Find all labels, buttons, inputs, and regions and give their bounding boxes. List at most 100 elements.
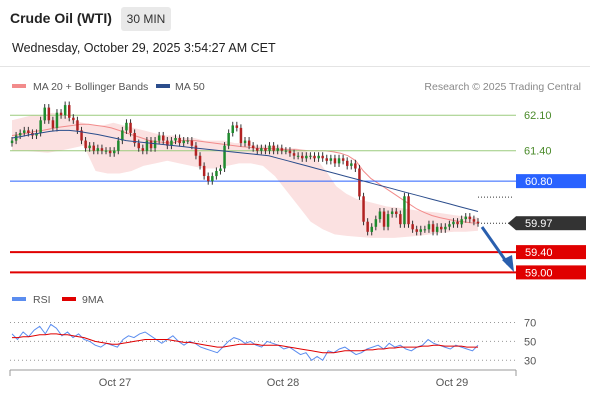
rsi-ma-legend-label: 9MA — [82, 294, 104, 306]
candle-bear — [395, 211, 398, 214]
candle-bear — [280, 148, 284, 151]
levels-layer: 62.10 61.40 60.80 59.40 59.00 59.97 — [10, 110, 586, 280]
support-label: 59.40 — [525, 247, 553, 259]
candle-bear — [129, 122, 132, 133]
candle-bull — [284, 150, 288, 152]
candle-bear — [313, 155, 316, 159]
candle-bear — [407, 196, 410, 225]
last-price-box — [516, 216, 586, 231]
candle-bull — [435, 226, 439, 232]
rsi-ma-legend-swatch — [62, 297, 76, 301]
candle-bear — [292, 153, 296, 156]
candle-bull — [378, 211, 382, 220]
candle-bear — [162, 135, 165, 141]
rsi-layer: 70 50 30 — [10, 318, 536, 367]
candle-bull — [370, 226, 373, 232]
bb-legend-label: MA 20 + Bollinger Bands — [33, 81, 148, 93]
bollinger-band-area — [12, 112, 478, 238]
candle-bear — [333, 158, 337, 164]
candle-bear — [272, 145, 275, 151]
candle-bear — [68, 105, 71, 118]
rsi-legend-label: RSI — [33, 294, 51, 306]
candle-bear — [47, 107, 51, 121]
candle-bear — [178, 138, 181, 144]
candle-bear — [251, 145, 255, 149]
candles-layer — [10, 101, 480, 236]
candle-bear — [84, 140, 87, 149]
candle-bull — [309, 155, 312, 157]
candle-bull — [390, 211, 394, 214]
candle-bull — [96, 148, 100, 151]
candle-bear — [149, 140, 153, 149]
ma-layer — [11, 129, 479, 212]
candle-bear — [108, 150, 112, 154]
candle-bull — [403, 196, 406, 225]
support-label-box — [516, 265, 586, 280]
rsi-legend-swatch — [12, 297, 26, 301]
candle-bull — [55, 112, 59, 128]
candle-bull — [63, 105, 67, 116]
candle-bull — [337, 158, 341, 164]
rsi-tick-label: 70 — [524, 318, 536, 330]
candle-bull — [145, 140, 149, 151]
candle-bear — [321, 155, 324, 159]
candle-bear — [362, 196, 365, 222]
candle-bear — [256, 148, 259, 151]
candle-bull — [88, 145, 91, 149]
candle-bear — [341, 158, 345, 161]
candle-bear — [72, 117, 75, 121]
candle-bear — [51, 120, 55, 128]
rsi-tick-label: 50 — [524, 336, 536, 348]
candle-bull — [14, 135, 18, 141]
candle-bull — [39, 120, 42, 133]
candle-bull — [174, 138, 177, 141]
last-price-label: 59.97 — [525, 218, 553, 230]
candle-bear — [239, 127, 243, 144]
candle-bear — [346, 160, 349, 166]
candle-bull — [260, 148, 263, 151]
candle-bull — [460, 219, 463, 225]
candle-bull — [18, 133, 22, 136]
candle-bull — [296, 155, 300, 157]
support-label-box — [516, 245, 586, 260]
candle-bear — [472, 219, 476, 222]
candle-bear — [207, 176, 210, 182]
candle-bear — [92, 145, 95, 151]
candle-bull — [452, 221, 455, 225]
candle-bear — [247, 140, 251, 146]
candle-bull — [386, 214, 390, 227]
candle-bear — [399, 214, 402, 225]
candle-bull — [448, 224, 451, 227]
candle-bear — [137, 143, 140, 149]
candle-bull — [227, 133, 230, 146]
research-credit: Research © 2025 Trading Central — [424, 81, 581, 93]
header-divider — [0, 66, 590, 67]
candle-bear — [59, 112, 63, 116]
candle-bear — [301, 155, 304, 159]
candle-bull — [276, 148, 279, 151]
candle-bear — [476, 221, 480, 224]
candle-bear — [382, 211, 386, 227]
candle-bull — [35, 133, 38, 136]
candle-bull — [268, 145, 271, 151]
candle-bull — [329, 158, 333, 161]
ma20-line — [11, 123, 479, 224]
candle-bull — [153, 140, 157, 149]
rsi-ma-line — [12, 333, 478, 354]
candle-bull — [464, 216, 467, 220]
bb-legend-swatch — [12, 84, 26, 88]
candle-bear — [141, 148, 145, 151]
candle-bull — [350, 163, 353, 166]
x-axis-labels: Oct 27 Oct 28 Oct 29 — [99, 377, 468, 389]
timeframe-badge[interactable]: 30 MIN — [121, 7, 171, 31]
pivot-label-box — [516, 174, 586, 189]
candle-bull — [104, 150, 108, 152]
page-title: Crude Oil (WTI) — [10, 10, 112, 26]
candle-bull — [125, 122, 128, 131]
candle-bear — [166, 140, 169, 146]
candle-bear — [288, 150, 292, 154]
candle-bull — [117, 140, 120, 151]
support-label: 59.00 — [525, 267, 553, 279]
candle-bull — [223, 145, 226, 169]
